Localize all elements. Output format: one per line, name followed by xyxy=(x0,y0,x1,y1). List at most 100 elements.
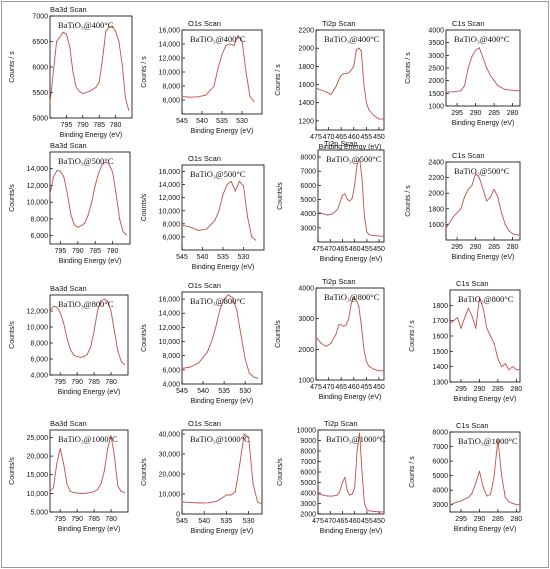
y-tick-label: 8,000 xyxy=(30,341,48,348)
y-tick-label: 5000 xyxy=(432,473,448,480)
y-tick-label: 7000 xyxy=(32,14,48,21)
data-point xyxy=(69,348,71,350)
y-tick-label: 8000 xyxy=(300,449,316,456)
data-point xyxy=(181,501,183,503)
data-point xyxy=(355,299,357,301)
data-point xyxy=(124,364,126,366)
x-tick-label: 465 xyxy=(335,134,347,141)
data-point xyxy=(249,96,251,97)
y-tick-label: 12,000 xyxy=(159,195,181,202)
data-point xyxy=(234,491,236,493)
y-tick-label: 1600 xyxy=(298,82,314,89)
data-point xyxy=(59,448,61,450)
data-point xyxy=(59,312,61,314)
y-tick-label: 16,000 xyxy=(159,297,181,304)
data-point xyxy=(453,320,455,322)
data-point xyxy=(478,470,480,472)
x-tick-label: 280 xyxy=(510,516,522,523)
x-tick-label: 280 xyxy=(507,110,519,117)
data-point xyxy=(452,91,454,93)
series-line xyxy=(317,158,385,237)
data-point xyxy=(230,180,232,182)
data-point xyxy=(512,89,514,91)
x-tick-label: 535 xyxy=(221,518,233,525)
panel-1-1: Ba3d Scan 795 790 785 780 5000 5500 6000 6500 700… xyxy=(9,5,133,139)
plot-frame xyxy=(181,429,263,515)
x-tick-label: 460 xyxy=(348,384,360,391)
data-point xyxy=(366,509,368,511)
plot-frame xyxy=(49,429,129,513)
y-axis-label: Counts/s xyxy=(141,324,148,352)
data-point xyxy=(222,193,224,195)
data-point xyxy=(124,97,126,99)
y-axis-label: Counts / s xyxy=(405,185,412,217)
data-point xyxy=(363,84,365,86)
y-axis-label: Counts/s xyxy=(277,458,284,486)
y-tick-label: 2000 xyxy=(428,78,444,85)
x-tick-label: 460 xyxy=(349,246,361,253)
y-tick-label: 8000 xyxy=(300,155,316,162)
y-tick-label: 14,000 xyxy=(159,311,181,318)
y-axis-label: Counts/s xyxy=(9,457,16,485)
data-point xyxy=(363,503,365,504)
plot-frame xyxy=(315,287,385,381)
sample-annotation: BaTiO₃@800°C xyxy=(58,299,114,309)
data-point xyxy=(70,214,72,216)
x-tick-label: 460 xyxy=(348,134,360,141)
data-point xyxy=(77,226,79,228)
x-tick-label: 780 xyxy=(107,248,119,255)
data-point xyxy=(501,212,502,214)
y-tick-label: 30,000 xyxy=(159,452,181,459)
data-point xyxy=(52,305,54,307)
x-tick-label: 780 xyxy=(105,379,117,386)
series-line xyxy=(315,296,384,372)
y-tick-label: 7000 xyxy=(300,169,316,176)
panel-title: O1s Scan xyxy=(188,154,221,163)
panel-title: C1s Scan xyxy=(456,279,489,288)
data-point xyxy=(49,491,51,492)
panel-title: O1s Scan xyxy=(188,19,221,28)
x-tick-label: 450 xyxy=(373,384,385,391)
y-tick-label: 5000 xyxy=(300,480,316,487)
x-axis-label: Binding Energy (eV) xyxy=(191,398,254,405)
data-point xyxy=(383,370,385,372)
data-point xyxy=(325,91,327,93)
data-point xyxy=(206,351,208,353)
sample-annotation: BaTiO₃@400°C xyxy=(454,34,510,44)
data-point xyxy=(217,500,219,502)
y-tick-label: 6000 xyxy=(32,65,48,72)
data-point xyxy=(504,363,506,365)
data-point xyxy=(206,228,208,230)
y-tick-label: 2000 xyxy=(428,191,444,198)
x-axis-label: Binding Energy (eV) xyxy=(58,389,121,396)
data-point xyxy=(515,504,517,506)
data-point xyxy=(227,294,229,296)
data-point xyxy=(243,433,245,435)
y-tick-label: 3500 xyxy=(428,40,444,47)
data-point xyxy=(198,362,200,364)
data-point xyxy=(359,432,361,434)
y-tick-label: 6000 xyxy=(432,459,448,466)
y-tick-label: 15,000 xyxy=(27,472,49,479)
data-point xyxy=(76,356,78,358)
y-tick-label: 6,000 xyxy=(30,357,48,364)
data-point xyxy=(189,96,191,98)
panel-4-3: Ti2p Scan 475 470 465 460 455 450 2000 3000 4000 5… xyxy=(277,419,386,535)
data-point xyxy=(515,369,517,371)
data-point xyxy=(504,89,506,91)
data-point xyxy=(80,225,82,227)
x-axis-label: Binding Energy (eV) xyxy=(59,258,122,265)
data-point xyxy=(248,372,250,374)
data-point xyxy=(56,169,58,171)
sample-annotation: BaTiO₃@500°C xyxy=(58,156,114,166)
y-tick-label: 12,000 xyxy=(27,309,49,316)
x-tick-label: 450 xyxy=(373,134,385,141)
data-point xyxy=(456,501,458,503)
data-point xyxy=(519,234,521,236)
data-point xyxy=(478,297,480,299)
y-axis-label: Counts / s xyxy=(405,52,412,84)
x-tick-label: 280 xyxy=(507,244,519,251)
data-point xyxy=(464,85,465,87)
panel-title: Ti2p Scan xyxy=(324,419,358,428)
